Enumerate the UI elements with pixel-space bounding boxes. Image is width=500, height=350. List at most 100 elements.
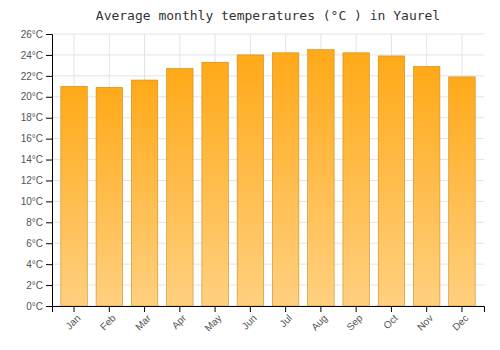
- grid-line: [52, 54, 484, 55]
- bar: [413, 66, 439, 306]
- tick-mark: [46, 243, 52, 244]
- y-axis: 0°C 2°C 4°C 6°C 8°C 10°C 12°C 14°C 16°C 18°C 20°C 2…: [21, 29, 53, 312]
- tick: Sep: [344, 306, 365, 333]
- bar: [272, 53, 298, 306]
- tick: 22°C: [21, 71, 52, 82]
- chart: 0°C 2°C 4°C 6°C 8°C 10°C 12°C 14°C 16°C 18°C 20°C 2…: [0, 0, 500, 350]
- bar: [131, 80, 157, 306]
- grid: [52, 34, 484, 306]
- bars: [61, 50, 475, 306]
- tick-mark: [46, 76, 52, 77]
- tick: Dec: [450, 306, 470, 333]
- tick: 16°C: [21, 133, 52, 144]
- tick-mark: [46, 222, 52, 223]
- tick-mark: [285, 306, 286, 312]
- bar: [61, 86, 87, 306]
- bar: [449, 77, 475, 306]
- tick: 14°C: [21, 154, 52, 165]
- tick-mark: [46, 306, 52, 307]
- tick-mark: [74, 306, 75, 312]
- tick-mark: [391, 306, 392, 312]
- tick: 4°C: [26, 259, 52, 270]
- tick: Jul: [277, 306, 294, 329]
- tick-label: 0°C: [26, 301, 43, 312]
- tick-mark: [426, 306, 427, 312]
- tick-label: Nov: [415, 312, 435, 332]
- axis-line: [46, 35, 53, 307]
- tick-mark: [46, 139, 52, 140]
- tick: May: [202, 306, 223, 334]
- tick-label: Sep: [344, 312, 365, 333]
- tick-mark: [46, 264, 52, 265]
- tick: 26°C: [21, 29, 52, 40]
- tick-mark: [46, 160, 52, 161]
- tick-label: 14°C: [21, 154, 43, 165]
- grid-line: [52, 34, 484, 35]
- tick-mark: [144, 306, 145, 312]
- bar: [96, 87, 122, 306]
- tick: 8°C: [26, 217, 52, 228]
- tick-label: 16°C: [21, 133, 43, 144]
- tick-label: May: [202, 312, 223, 333]
- tick-mark: [46, 118, 52, 119]
- tick-label: 24°C: [21, 50, 43, 61]
- tick-label: 6°C: [26, 238, 43, 249]
- bar: [202, 62, 228, 306]
- tick-mark: [461, 306, 462, 312]
- tick-mark: [46, 180, 52, 181]
- axis-line: [53, 307, 485, 313]
- tick-mark: [46, 97, 52, 98]
- tick-label: Dec: [450, 312, 470, 332]
- tick: 24°C: [21, 50, 52, 61]
- tick: 18°C: [21, 112, 52, 123]
- title: Average monthly temperatures (°C ) in Ya…: [96, 8, 440, 23]
- tick-label: 4°C: [26, 259, 43, 270]
- x-axis: Jan Feb Mar Apr May Jun Jul Aug Sep Oct Nov Dec: [53, 306, 485, 334]
- tick-mark: [179, 306, 180, 312]
- tick-label: Feb: [98, 312, 118, 332]
- tick-label: 2°C: [26, 280, 43, 291]
- tick-mark: [250, 306, 251, 312]
- tick-label: Jul: [277, 312, 294, 329]
- tick: Jan: [63, 306, 82, 332]
- tick: Apr: [170, 306, 189, 331]
- bar: [237, 55, 263, 306]
- tick: Aug: [309, 306, 329, 333]
- tick-mark: [215, 306, 216, 312]
- bar: [343, 53, 369, 306]
- tick: Nov: [415, 306, 435, 333]
- tick: 20°C: [21, 91, 52, 102]
- tick: Oct: [381, 306, 400, 331]
- tick: Feb: [98, 306, 118, 332]
- tick-label: Mar: [133, 312, 153, 332]
- tick-label: Jun: [240, 312, 259, 331]
- tick-mark: [320, 306, 321, 312]
- tick-label: 18°C: [21, 112, 43, 123]
- tick-label: Apr: [170, 312, 189, 331]
- tick-mark: [46, 34, 52, 35]
- tick: Mar: [133, 306, 153, 332]
- tick-label: 10°C: [21, 196, 43, 207]
- tick-mark: [109, 306, 110, 312]
- tick: 6°C: [26, 238, 52, 249]
- tick-label: 12°C: [21, 175, 43, 186]
- tick-label: 20°C: [21, 91, 43, 102]
- tick: 12°C: [21, 175, 52, 186]
- tick-label: 26°C: [21, 29, 43, 40]
- bar: [167, 69, 193, 306]
- tick-label: 22°C: [21, 71, 43, 82]
- tick: 2°C: [26, 280, 52, 291]
- bar: [378, 56, 404, 306]
- plot: 0°C 2°C 4°C 6°C 8°C 10°C 12°C 14°C 16°C 18°C 20°C 2…: [21, 29, 485, 334]
- tick-mark: [46, 201, 52, 202]
- tick-label: Oct: [381, 312, 400, 331]
- tick-mark: [356, 306, 357, 312]
- tick-mark: [46, 285, 52, 286]
- tick: 10°C: [21, 196, 52, 207]
- tick-label: 8°C: [26, 217, 43, 228]
- tick-mark: [46, 55, 52, 56]
- tick-label: Aug: [309, 312, 329, 332]
- tick-label: Jan: [63, 312, 82, 331]
- bar: [308, 50, 334, 306]
- tick: 0°C: [26, 301, 52, 312]
